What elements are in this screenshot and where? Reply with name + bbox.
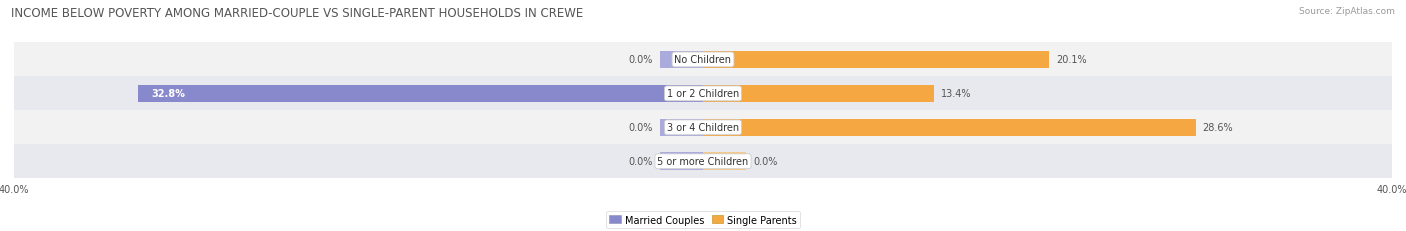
Text: 0.0%: 0.0% xyxy=(754,157,778,167)
Text: 0.0%: 0.0% xyxy=(628,123,652,133)
Text: 13.4%: 13.4% xyxy=(941,89,972,99)
Bar xyxy=(703,153,747,170)
Text: 28.6%: 28.6% xyxy=(1202,123,1233,133)
Text: 0.0%: 0.0% xyxy=(628,55,652,65)
Bar xyxy=(703,85,934,103)
Text: 32.8%: 32.8% xyxy=(152,89,186,99)
Bar xyxy=(703,119,1195,137)
Bar xyxy=(14,111,1392,145)
Text: 5 or more Children: 5 or more Children xyxy=(658,157,748,167)
Bar xyxy=(14,43,1392,77)
Bar xyxy=(659,153,703,170)
Bar xyxy=(703,51,1049,69)
Legend: Married Couples, Single Parents: Married Couples, Single Parents xyxy=(606,211,800,228)
Text: 20.1%: 20.1% xyxy=(1056,55,1087,65)
Text: INCOME BELOW POVERTY AMONG MARRIED-COUPLE VS SINGLE-PARENT HOUSEHOLDS IN CREWE: INCOME BELOW POVERTY AMONG MARRIED-COUPL… xyxy=(11,7,583,20)
Bar xyxy=(138,85,703,103)
Bar xyxy=(14,77,1392,111)
Text: Source: ZipAtlas.com: Source: ZipAtlas.com xyxy=(1299,7,1395,16)
Bar xyxy=(659,51,703,69)
Text: 1 or 2 Children: 1 or 2 Children xyxy=(666,89,740,99)
Bar xyxy=(14,145,1392,179)
Text: No Children: No Children xyxy=(675,55,731,65)
Text: 3 or 4 Children: 3 or 4 Children xyxy=(666,123,740,133)
Bar xyxy=(659,119,703,137)
Text: 0.0%: 0.0% xyxy=(628,157,652,167)
